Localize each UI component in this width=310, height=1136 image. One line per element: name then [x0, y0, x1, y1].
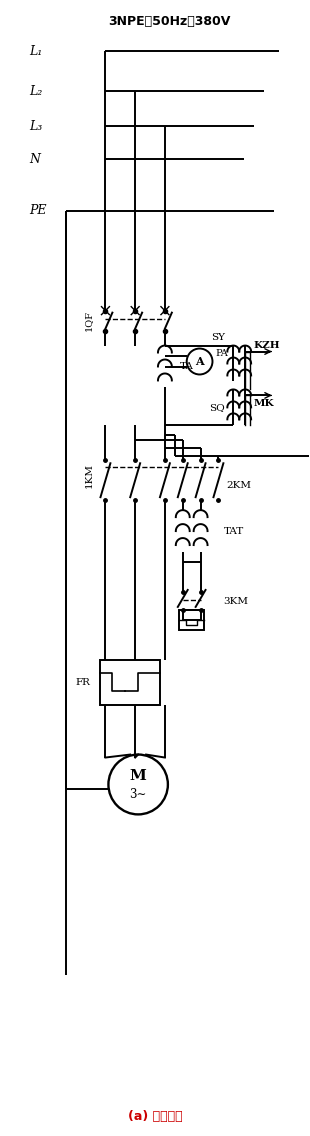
Text: 3∼: 3∼	[130, 788, 147, 801]
Text: 2KM: 2KM	[226, 481, 251, 490]
Text: M: M	[130, 769, 147, 784]
Bar	[179, 610, 204, 629]
Text: L₃: L₃	[29, 119, 42, 133]
Text: L₂: L₂	[29, 85, 42, 98]
Text: 1QF: 1QF	[84, 310, 93, 331]
Text: PE: PE	[29, 204, 46, 217]
Text: TAT: TAT	[224, 527, 244, 535]
Text: SY: SY	[211, 333, 225, 342]
Text: A: A	[195, 356, 204, 367]
Bar	[100, 660, 160, 704]
Text: KZH: KZH	[253, 341, 280, 350]
Text: 1KM: 1KM	[85, 462, 94, 487]
Text: N: N	[29, 152, 40, 166]
Text: SQ: SQ	[210, 403, 225, 412]
Text: L₁: L₁	[29, 44, 42, 58]
Text: TA: TA	[180, 362, 194, 371]
Text: MK: MK	[253, 399, 274, 408]
Text: FR: FR	[76, 678, 91, 687]
Text: 3NPE～50Hz、380V: 3NPE～50Hz、380V	[109, 15, 231, 28]
Text: 3KM: 3KM	[224, 598, 248, 607]
Text: (a) 一次电路: (a) 一次电路	[128, 1110, 182, 1124]
Text: PA: PA	[215, 349, 228, 358]
